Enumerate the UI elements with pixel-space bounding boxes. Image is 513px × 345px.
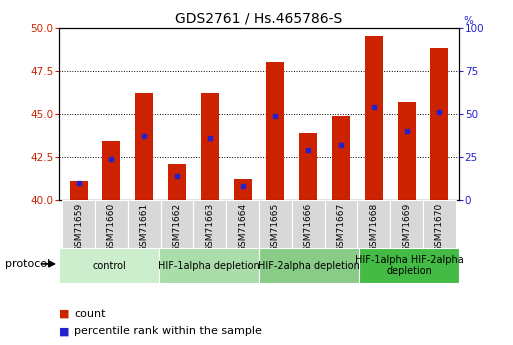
Bar (103, 141, 121, 200)
Text: GSM71668: GSM71668 (369, 203, 379, 252)
Text: ■: ■ (59, 309, 69, 319)
Bar (266, 62, 285, 200)
Bar (161, 200, 193, 248)
Text: protocol: protocol (5, 259, 50, 269)
Text: GSM71670: GSM71670 (435, 203, 444, 252)
Bar (193, 200, 226, 248)
Bar (226, 200, 259, 248)
Title: GDS2761 / Hs.465786-S: GDS2761 / Hs.465786-S (175, 11, 343, 25)
Bar (128, 200, 161, 248)
Bar (292, 200, 325, 248)
Bar (423, 200, 456, 248)
Bar (299, 133, 317, 200)
Bar (135, 93, 153, 200)
Bar (332, 116, 350, 200)
Bar (159, 248, 259, 283)
Bar (168, 164, 186, 200)
Bar (201, 93, 219, 200)
Text: HIF-1alpha depletion: HIF-1alpha depletion (158, 261, 260, 270)
Text: ■: ■ (59, 326, 69, 336)
Bar (359, 248, 459, 283)
Text: GSM71669: GSM71669 (402, 203, 411, 252)
Bar (70, 181, 88, 200)
Text: GSM71666: GSM71666 (304, 203, 313, 252)
Bar (259, 248, 359, 283)
Text: GSM71665: GSM71665 (271, 203, 280, 252)
Text: GSM71664: GSM71664 (238, 203, 247, 252)
Bar (358, 200, 390, 248)
Text: HIF-1alpha HIF-2alpha
depletion: HIF-1alpha HIF-2alpha depletion (355, 255, 463, 276)
Bar (430, 48, 448, 200)
Text: GSM71667: GSM71667 (337, 203, 346, 252)
Text: control: control (92, 261, 126, 270)
Bar (390, 200, 423, 248)
Text: %: % (463, 16, 473, 26)
Bar (325, 200, 358, 248)
Text: percentile rank within the sample: percentile rank within the sample (74, 326, 262, 336)
Bar (59, 248, 159, 283)
Text: GSM71661: GSM71661 (140, 203, 149, 252)
Text: HIF-2alpha depletion: HIF-2alpha depletion (258, 261, 360, 270)
Text: GSM71662: GSM71662 (172, 203, 182, 252)
Bar (233, 179, 252, 200)
Bar (95, 200, 128, 248)
Bar (62, 200, 95, 248)
Text: count: count (74, 309, 106, 319)
Bar (259, 200, 292, 248)
Text: GSM71659: GSM71659 (74, 203, 83, 252)
Bar (398, 102, 416, 200)
Bar (365, 36, 383, 200)
Text: GSM71660: GSM71660 (107, 203, 116, 252)
Text: GSM71663: GSM71663 (205, 203, 214, 252)
